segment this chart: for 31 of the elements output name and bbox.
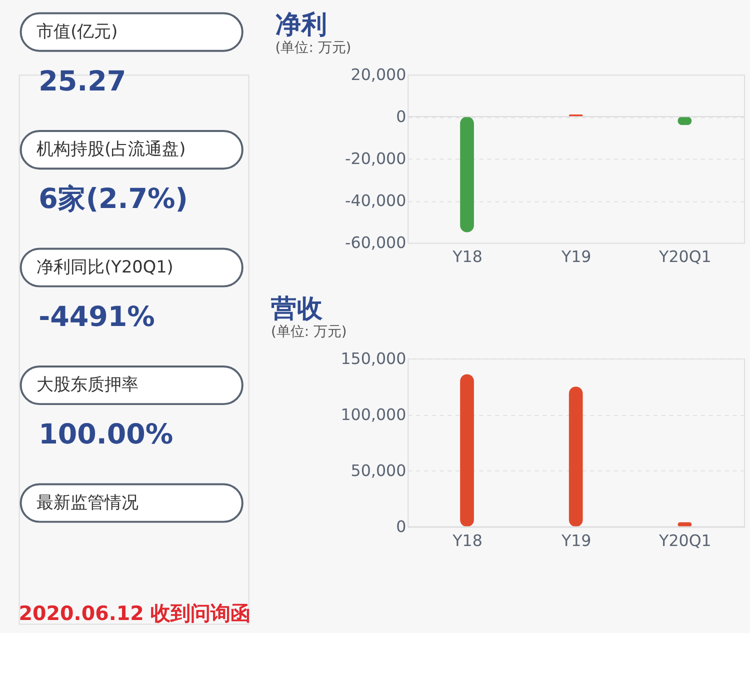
x-tick-label: Y20Q1 — [658, 531, 712, 550]
text: 市值(亿元) — [36, 20, 118, 41]
x-tick-label: Y19 — [560, 531, 592, 550]
text: 6家(2.7%) — [38, 182, 188, 216]
chart-subtitle: (单位: 万元) — [270, 324, 347, 340]
x-tick-label: Y18 — [452, 531, 482, 550]
y-tick-label: 150,000 — [340, 348, 406, 368]
y-tick-label: 0 — [396, 517, 406, 536]
x-tick-label: Y20Q1 — [658, 247, 712, 266]
text: 净利同比(Y20Q1) — [36, 256, 174, 276]
chart-subtitle: (单位: 万元) — [275, 40, 352, 56]
bar — [568, 386, 583, 527]
bar — [460, 374, 474, 527]
y-tick-label: 20,000 — [350, 65, 406, 84]
y-tick-label: 100,000 — [340, 405, 406, 424]
text: -4491% — [38, 300, 155, 333]
text: 25.27 — [38, 64, 126, 98]
text: 机构持股(占流通盘) — [36, 138, 186, 159]
y-tick-label: 0 — [396, 107, 406, 126]
text: 最新监管情况 — [36, 492, 139, 512]
x-tick-label: Y19 — [560, 247, 592, 266]
y-tick-label: -60,000 — [345, 233, 406, 252]
text: 100.00% — [38, 418, 174, 451]
chart-title: 净利 — [275, 10, 328, 40]
y-tick-label: -40,000 — [345, 191, 406, 210]
x-tick-label: Y18 — [452, 247, 482, 266]
text: 大股东质押率 — [36, 374, 139, 394]
y-tick-label: 50,000 — [350, 461, 406, 480]
text: 2020.06.12 收到问询函 — [18, 602, 251, 625]
chart-title: 营收 — [270, 294, 324, 324]
y-tick-label: -20,000 — [345, 149, 406, 168]
